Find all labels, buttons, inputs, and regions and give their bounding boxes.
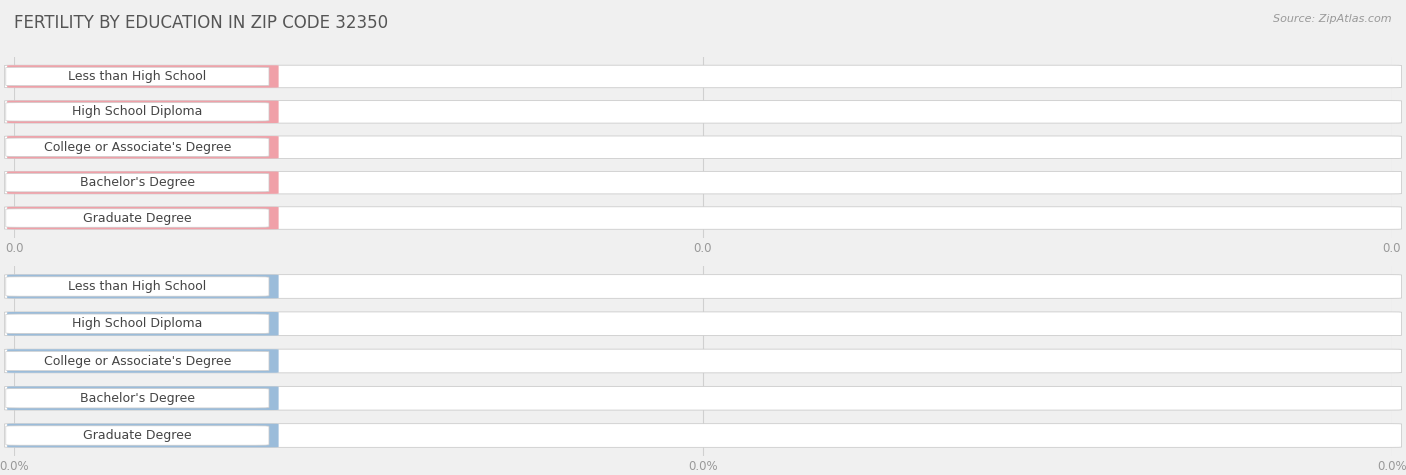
FancyBboxPatch shape [7, 207, 278, 229]
FancyBboxPatch shape [7, 275, 278, 298]
Text: College or Associate's Degree: College or Associate's Degree [44, 354, 231, 368]
Text: Bachelor's Degree: Bachelor's Degree [80, 176, 195, 189]
Text: 0.0%: 0.0% [232, 282, 262, 292]
FancyBboxPatch shape [6, 426, 269, 445]
Text: 0.0: 0.0 [243, 178, 262, 188]
FancyBboxPatch shape [4, 136, 1402, 159]
FancyBboxPatch shape [4, 386, 1402, 410]
FancyBboxPatch shape [6, 352, 269, 370]
Text: Graduate Degree: Graduate Degree [83, 211, 191, 225]
Text: Bachelor's Degree: Bachelor's Degree [80, 392, 195, 405]
FancyBboxPatch shape [7, 349, 278, 373]
FancyBboxPatch shape [4, 424, 1402, 447]
FancyBboxPatch shape [6, 389, 269, 408]
Text: 0.0: 0.0 [243, 213, 262, 223]
FancyBboxPatch shape [4, 171, 1402, 194]
FancyBboxPatch shape [6, 173, 269, 192]
Text: Graduate Degree: Graduate Degree [83, 429, 191, 442]
FancyBboxPatch shape [7, 136, 278, 159]
FancyBboxPatch shape [4, 275, 1402, 298]
Text: Source: ZipAtlas.com: Source: ZipAtlas.com [1274, 14, 1392, 24]
FancyBboxPatch shape [4, 312, 1402, 336]
Text: High School Diploma: High School Diploma [72, 105, 202, 118]
FancyBboxPatch shape [7, 65, 278, 88]
FancyBboxPatch shape [4, 207, 1402, 229]
Text: FERTILITY BY EDUCATION IN ZIP CODE 32350: FERTILITY BY EDUCATION IN ZIP CODE 32350 [14, 14, 388, 32]
FancyBboxPatch shape [7, 171, 278, 194]
FancyBboxPatch shape [6, 138, 269, 156]
FancyBboxPatch shape [7, 101, 278, 123]
Text: 0.0%: 0.0% [232, 393, 262, 403]
FancyBboxPatch shape [7, 387, 278, 410]
FancyBboxPatch shape [6, 209, 269, 227]
Text: 0.0%: 0.0% [232, 319, 262, 329]
Text: High School Diploma: High School Diploma [72, 317, 202, 330]
FancyBboxPatch shape [6, 67, 269, 86]
FancyBboxPatch shape [4, 65, 1402, 88]
Text: 0.0%: 0.0% [232, 356, 262, 366]
FancyBboxPatch shape [4, 349, 1402, 373]
FancyBboxPatch shape [6, 103, 269, 121]
Text: 0.0%: 0.0% [232, 430, 262, 440]
Text: 0.0: 0.0 [243, 71, 262, 82]
Text: College or Associate's Degree: College or Associate's Degree [44, 141, 231, 154]
Text: 0.0: 0.0 [243, 142, 262, 152]
Text: 0.0: 0.0 [243, 107, 262, 117]
Text: Less than High School: Less than High School [69, 280, 207, 293]
Text: Less than High School: Less than High School [69, 70, 207, 83]
FancyBboxPatch shape [6, 277, 269, 296]
FancyBboxPatch shape [7, 424, 278, 447]
FancyBboxPatch shape [6, 314, 269, 333]
FancyBboxPatch shape [7, 312, 278, 335]
FancyBboxPatch shape [4, 101, 1402, 123]
